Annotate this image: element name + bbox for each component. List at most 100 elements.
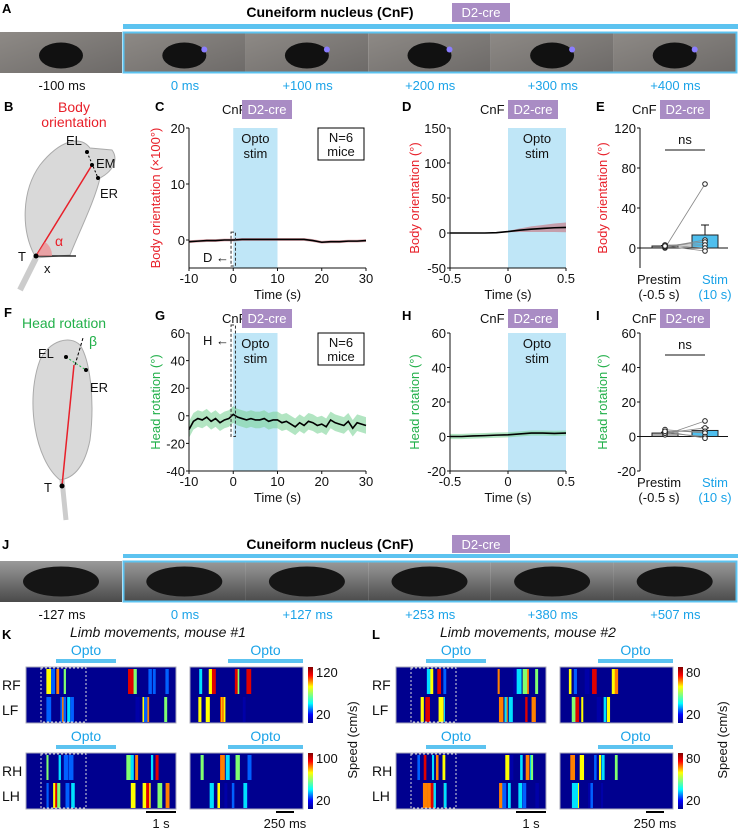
limb-label: RF <box>2 677 21 693</box>
speed-stripe <box>499 783 504 808</box>
opto-label: stim <box>243 146 267 161</box>
label-t: T <box>18 249 26 264</box>
y-tick-label: -50 <box>427 261 446 276</box>
frame-time-label: +100 ms <box>282 78 333 93</box>
x-tick-label: 20 <box>315 271 329 286</box>
frame-time-label: +200 ms <box>405 78 456 93</box>
d2cre-badge <box>508 309 558 328</box>
speed-stripe <box>60 697 64 722</box>
speed-stripe <box>150 755 154 780</box>
speed-stripe <box>504 697 507 722</box>
speed-stripe <box>427 783 432 808</box>
speed-stripe <box>51 669 56 694</box>
panel-j-title: Cuneiform nucleus (CnF) <box>246 536 413 552</box>
frame-time-label: 0 ms <box>171 78 200 93</box>
diagram-title: Head rotation <box>22 315 106 331</box>
colorbar-label: Speed (cm/s) <box>715 701 730 778</box>
speed-stripe <box>234 669 238 694</box>
panel-a-title: Cuneiform nucleus (CnF) <box>246 4 413 20</box>
opto-bar <box>426 659 486 663</box>
mouse-body-drawing <box>32 339 93 481</box>
speed-stripe <box>575 697 580 722</box>
paired-line <box>664 429 706 434</box>
speed-stripe <box>505 755 510 780</box>
speed-stripe <box>199 669 203 694</box>
colorbar-max: 120 <box>316 665 338 680</box>
speed-stripe <box>579 755 585 780</box>
x-tick-label: 0 <box>230 271 237 286</box>
region-label: CnF <box>632 311 657 326</box>
label-t: T <box>44 480 52 495</box>
zoom-window <box>410 667 457 723</box>
opto-stim-region <box>233 333 278 471</box>
speed-stripe <box>598 755 602 780</box>
d2cre-badge-text: D2-cre <box>247 102 286 117</box>
data-point <box>702 248 708 254</box>
speed-stripe <box>601 755 605 780</box>
speed-stripe <box>573 669 577 694</box>
x-tick-label: -10 <box>180 271 199 286</box>
x-axis-label: Time (s) <box>484 287 531 302</box>
laser-light <box>446 46 453 53</box>
speed-stripe <box>142 783 147 808</box>
x-tick-label: 0.5 <box>557 474 575 489</box>
laser-light <box>691 46 698 53</box>
speed-stripe <box>430 783 436 808</box>
speed-stripe <box>594 755 597 780</box>
y-tick-label: 40 <box>432 361 446 376</box>
y-axis-label: Body orientation (°) <box>595 142 610 253</box>
speed-stripe <box>225 755 230 780</box>
ear-mid-dot <box>90 163 94 167</box>
speed-stripe <box>435 755 439 780</box>
mouse-photo <box>146 566 223 597</box>
speed-stripe <box>67 697 71 722</box>
speed-stripe <box>245 783 250 808</box>
mouse-photo <box>268 566 345 597</box>
x-tick-label: -0.5 <box>439 474 461 489</box>
opto-label: Opto <box>71 728 102 744</box>
frame-time-label: +253 ms <box>405 607 456 622</box>
y-tick-label: 50 <box>432 191 446 206</box>
speed-stripe <box>509 755 514 780</box>
n-mice-box <box>317 332 365 366</box>
d2cre-badge-text: D2-cre <box>461 537 500 552</box>
opto-label: Opto <box>523 336 551 351</box>
speed-stripe <box>568 669 572 694</box>
panel-label: L <box>372 627 380 642</box>
colorbar <box>308 753 313 809</box>
speed-stripe <box>513 669 517 694</box>
d2cre-badge <box>452 535 510 553</box>
speed-stripe <box>438 697 444 722</box>
speed-stripe <box>522 783 527 808</box>
label-alpha: α <box>55 233 63 249</box>
speed-stripe <box>53 783 56 808</box>
speed-stripe <box>525 697 528 722</box>
mouse-photo <box>23 566 99 597</box>
x-tick-label: (10 s) <box>698 490 731 505</box>
opto-bar <box>426 745 486 749</box>
speed-stripe <box>571 783 574 808</box>
x-tick-label: 0.5 <box>557 271 575 286</box>
y-tick-label: 40 <box>622 201 636 216</box>
speed-stripe <box>531 697 536 722</box>
x-tick-label: (10 s) <box>698 287 731 302</box>
mouse-photo <box>407 42 452 69</box>
speed-stripe <box>200 755 204 780</box>
panel-j: J Cuneiform nucleus (CnF) D2-cre -127 ms… <box>0 535 738 622</box>
d2cre-badge <box>242 309 292 328</box>
speed-stripe <box>165 669 169 694</box>
frame-time-label: 0 ms <box>171 607 200 622</box>
opto-bar <box>598 745 673 749</box>
panel-label: K <box>2 627 12 642</box>
speed-stripe <box>130 755 134 780</box>
ear-right-dot <box>96 176 100 180</box>
y-tick-label: 20 <box>622 395 636 410</box>
data-point <box>662 428 668 435</box>
limb-label: LH <box>2 788 20 804</box>
speed-stripe <box>497 669 500 694</box>
panel-b: B Body orientation EL EM ER T α x <box>4 99 118 292</box>
speed-stripe <box>592 669 597 694</box>
speed-stripe <box>63 755 69 780</box>
